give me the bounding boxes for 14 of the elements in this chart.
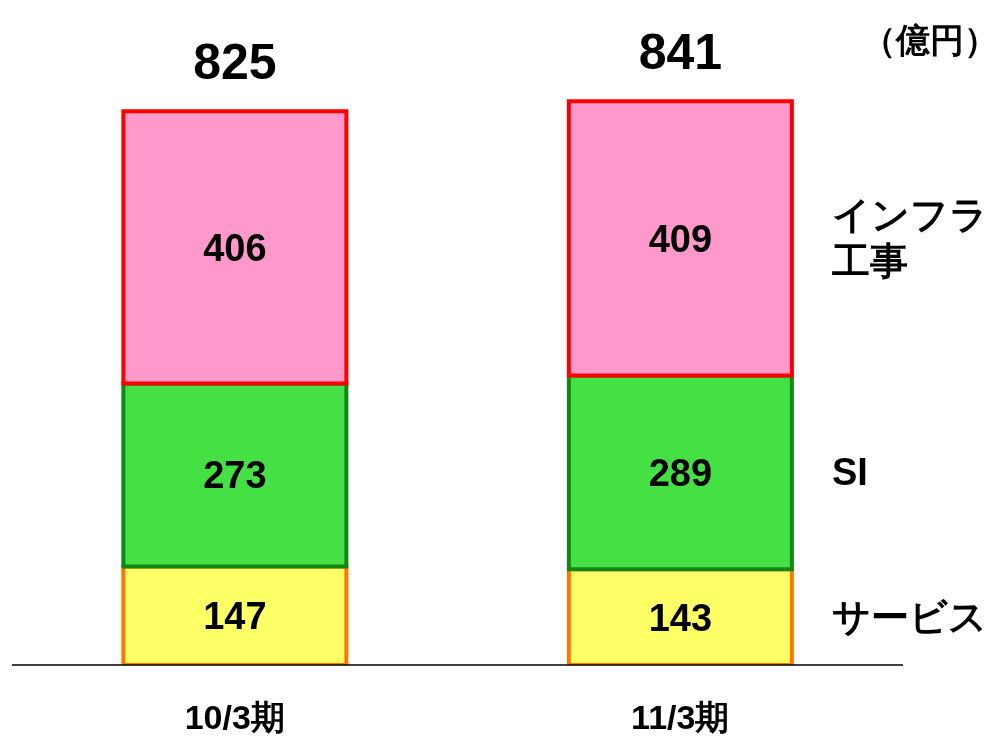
data-label: 289 <box>648 451 713 494</box>
total-label: 825 <box>193 34 277 91</box>
data-label: 143 <box>648 596 713 639</box>
series-label: サービス <box>831 596 987 639</box>
series-label: SI <box>831 451 868 494</box>
data-label: 406 <box>203 226 267 269</box>
text: （億円） <box>862 20 998 61</box>
data-label: 147 <box>203 595 267 638</box>
data-label: 409 <box>648 217 713 260</box>
x-tick-label: 10/3期 <box>184 698 285 737</box>
total-label: 841 <box>638 24 723 81</box>
data-label: 273 <box>203 454 267 497</box>
x-tick-label: 11/3期 <box>631 698 730 737</box>
series-label: インフラ工事 <box>831 194 988 283</box>
